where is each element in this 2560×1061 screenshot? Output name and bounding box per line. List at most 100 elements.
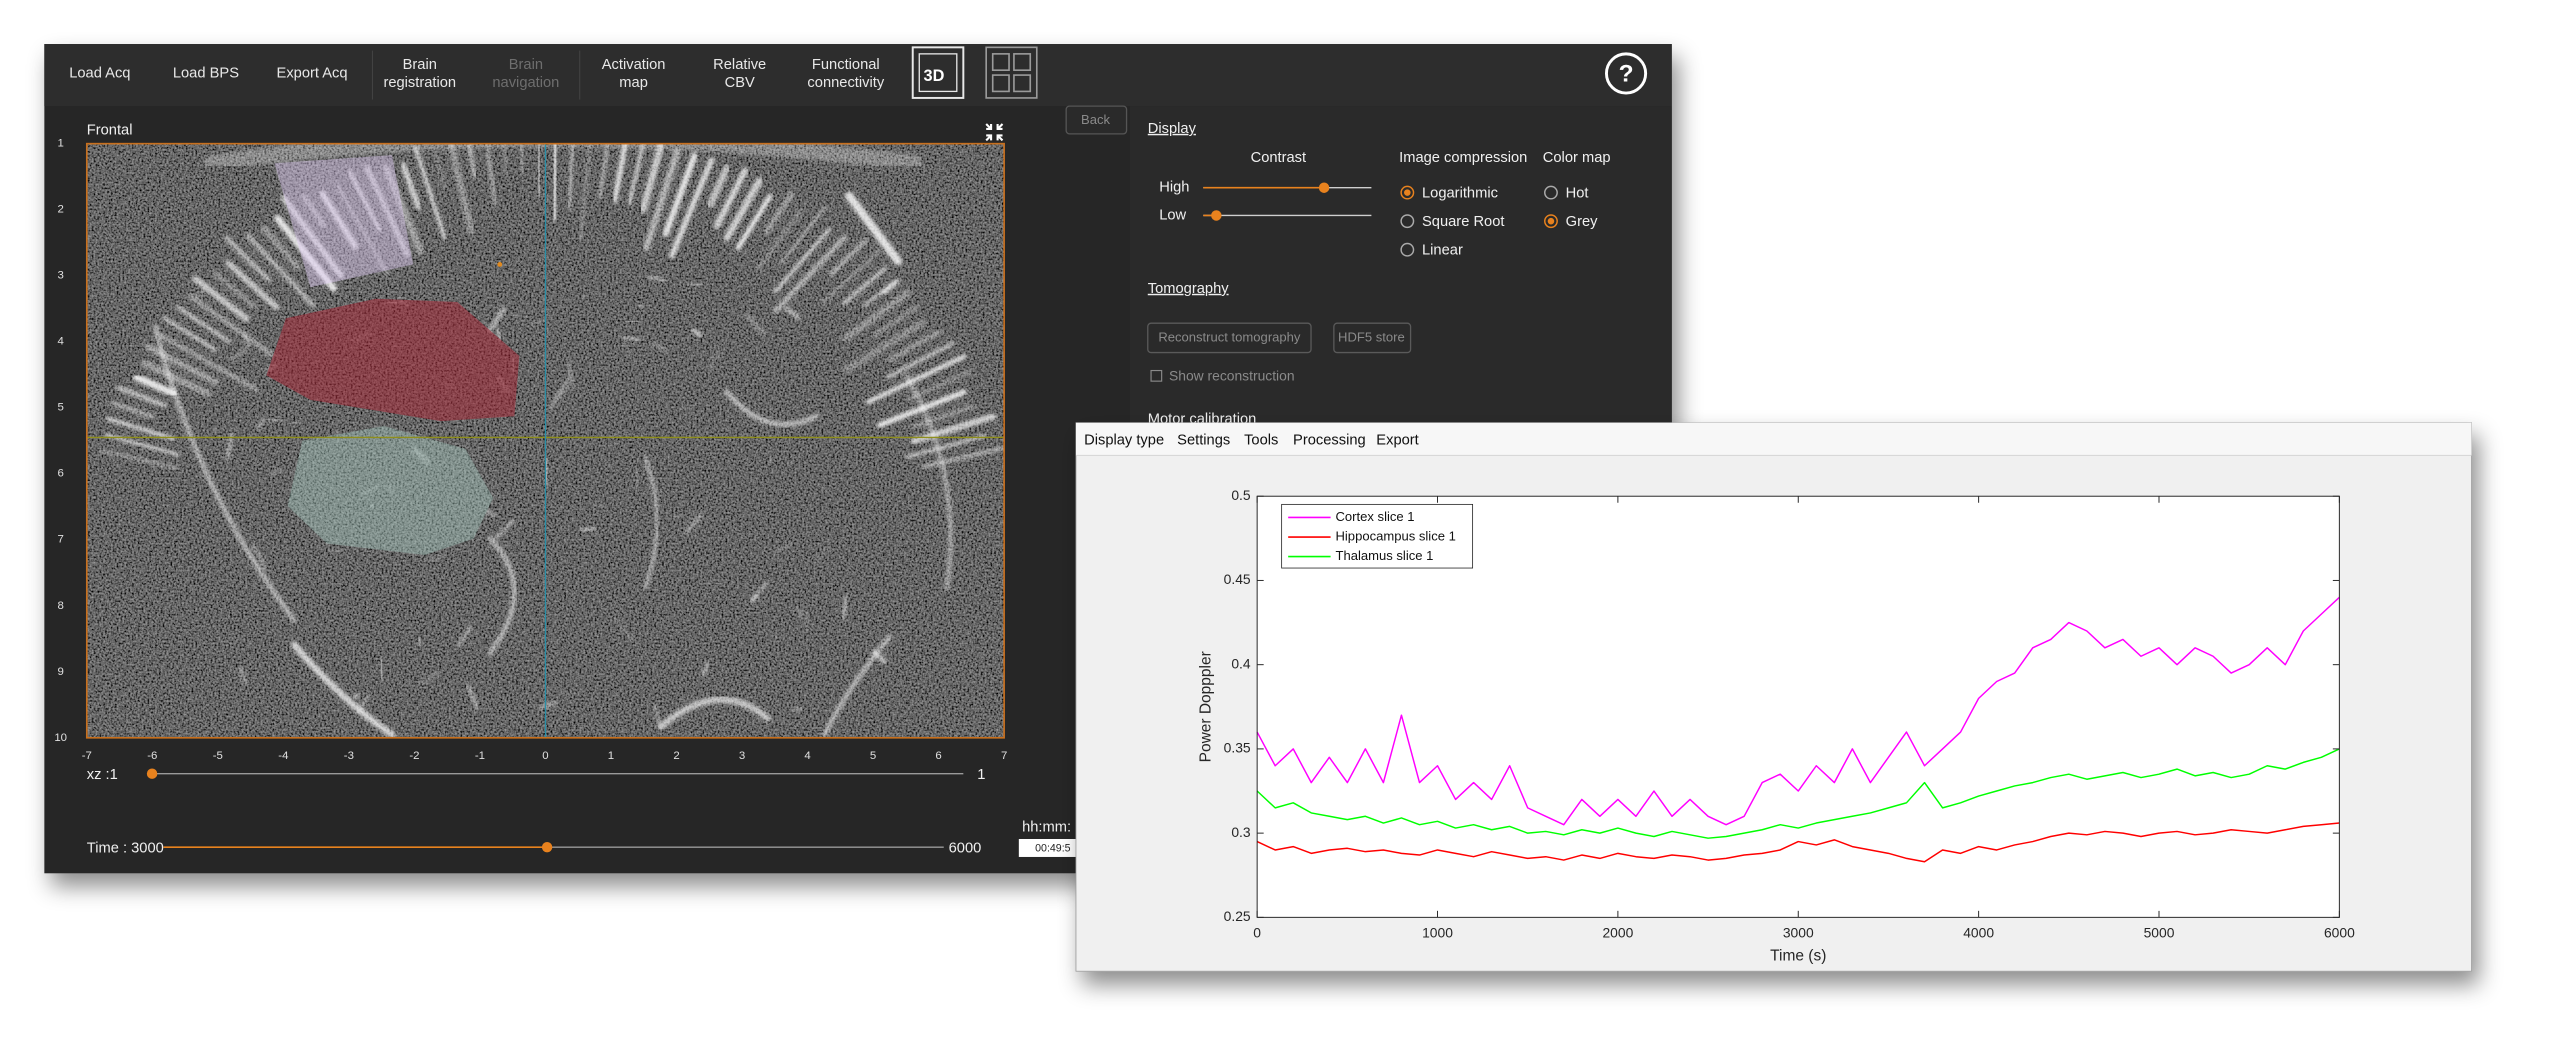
toolbar-button-label[interactable]: Relative <box>713 57 766 73</box>
radio-option[interactable]: Square Root <box>1400 214 1504 230</box>
vessel <box>379 658 385 680</box>
section-heading: Tomography <box>1148 281 1229 297</box>
toolbar-button-label[interactable]: Load BPS <box>173 65 239 81</box>
radio-button[interactable] <box>1400 214 1415 229</box>
toolbar-button-label[interactable]: connectivity <box>807 75 884 91</box>
image-x-tick-label: 2 <box>673 750 679 762</box>
vessel <box>413 145 447 240</box>
view-3d-label[interactable]: 3D <box>924 67 945 85</box>
vessel <box>822 634 893 737</box>
toolbar-button[interactable]: Functional connectivity <box>807 57 884 91</box>
radio-label[interactable]: Square Root <box>1422 214 1504 230</box>
vessel <box>700 661 711 678</box>
slice-slider-handle[interactable] <box>146 768 158 779</box>
vessel <box>566 359 575 387</box>
toolbar-button-label[interactable]: Activation <box>602 57 666 73</box>
vessel <box>558 692 576 697</box>
toolbar-button[interactable]: Load BPS <box>173 65 239 81</box>
colormap-heading: Color map <box>1543 150 1611 166</box>
vessel <box>162 316 218 352</box>
vessel <box>642 148 681 252</box>
image-x-tick-label: 0 <box>542 750 548 762</box>
toolbar <box>44 44 1672 107</box>
vessel <box>204 143 923 172</box>
radio-button[interactable] <box>1544 214 1558 229</box>
toolbar-button[interactable]: Load Acq <box>69 65 130 81</box>
vessel <box>813 544 830 565</box>
radio-label[interactable]: Linear <box>1422 242 1463 258</box>
radio-label[interactable]: Grey <box>1566 214 1598 230</box>
radio-button[interactable] <box>1544 185 1558 200</box>
hdf5-button[interactable] <box>1333 322 1412 354</box>
view-3d-button[interactable] <box>911 46 965 99</box>
toolbar-button[interactable]: Export Acq <box>277 65 348 81</box>
x-tick-label: 0 <box>1253 924 1261 940</box>
radio-label[interactable]: Logarithmic <box>1422 185 1498 201</box>
vessel <box>543 458 550 485</box>
vessel <box>426 553 445 563</box>
menu-item[interactable]: Tools <box>1244 433 1278 449</box>
menu-item[interactable]: Settings <box>1177 433 1230 449</box>
show-reconstruction-checkbox[interactable] <box>1150 369 1163 382</box>
help-icon[interactable]: ? <box>1619 61 1634 88</box>
vessel <box>361 485 379 496</box>
help-button[interactable] <box>1604 52 1648 95</box>
grid-view-frame[interactable] <box>985 46 1038 99</box>
toolbar-button[interactable]: Activation map <box>602 57 666 91</box>
roi-hippocampus <box>266 298 520 422</box>
radio-option[interactable]: Linear <box>1400 242 1463 258</box>
image-y-tick-label: 6 <box>57 468 63 480</box>
contrast-low-handle[interactable] <box>1211 210 1222 221</box>
vessel <box>670 513 683 519</box>
image-x-tick-label: -5 <box>213 750 223 762</box>
vessel <box>642 455 660 590</box>
image-y-tick-label: 3 <box>57 270 63 282</box>
image-x-tick-label: -1 <box>475 750 485 762</box>
radio-option[interactable]: Hot <box>1544 185 1589 201</box>
toolbar-button-label[interactable]: Load Acq <box>69 65 130 81</box>
vessel <box>274 215 338 292</box>
clock-value: 00:49:5 <box>1035 843 1070 855</box>
image-y-tick-label: 1 <box>57 138 63 150</box>
toolbar-button-label[interactable]: Export Acq <box>277 65 348 81</box>
vessel <box>905 434 987 459</box>
vessel <box>512 314 530 319</box>
vessel <box>237 666 249 686</box>
back-button[interactable] <box>1065 105 1128 135</box>
reconstruct-label[interactable]: Reconstruct tomography <box>1158 329 1301 344</box>
menu-item[interactable]: Processing <box>1293 433 1366 449</box>
toolbar-button-label[interactable]: CBV <box>725 75 755 91</box>
toolbar-button[interactable]: Relative CBV <box>713 57 766 91</box>
contrast-high-handle[interactable] <box>1318 182 1330 193</box>
hdf5-label[interactable]: HDF5 store <box>1338 329 1405 344</box>
back-label[interactable]: Back <box>1081 112 1110 127</box>
vessel <box>212 270 257 310</box>
radio-label[interactable]: Hot <box>1566 185 1589 201</box>
vessel <box>110 400 156 420</box>
menu-item[interactable]: Export <box>1376 433 1418 449</box>
vessel <box>635 467 640 491</box>
toolbar-button-label[interactable]: map <box>619 75 648 91</box>
vessel <box>783 305 802 321</box>
radio-button[interactable] <box>1400 242 1415 257</box>
time-slider-handle[interactable] <box>541 841 553 853</box>
x-tick-label: 6000 <box>2324 924 2355 940</box>
radio-option[interactable]: Grey <box>1544 214 1598 230</box>
grid-view-button[interactable] <box>985 46 1038 99</box>
toolbar-button-label[interactable]: Brain <box>403 57 437 73</box>
radio-dot <box>1404 189 1411 196</box>
radio-option[interactable]: Logarithmic <box>1400 185 1498 201</box>
reconstruct-button[interactable] <box>1147 322 1312 354</box>
toolbar-button-label[interactable]: registration <box>383 75 456 91</box>
radio-button[interactable] <box>1400 185 1415 200</box>
toolbar-button[interactable]: Brain registration <box>383 57 456 91</box>
collapse-icon[interactable] <box>985 123 1004 142</box>
image-x-tick-label: -2 <box>409 750 419 762</box>
collapse-arrows[interactable] <box>985 123 1004 142</box>
vessel <box>193 286 208 300</box>
toolbar-button-label[interactable]: Functional <box>812 57 880 73</box>
vessel <box>411 446 431 466</box>
menu-item[interactable]: Display type <box>1084 433 1164 449</box>
vessel <box>756 208 804 271</box>
show-reconstruction-label[interactable]: Show reconstruction <box>1169 368 1295 384</box>
